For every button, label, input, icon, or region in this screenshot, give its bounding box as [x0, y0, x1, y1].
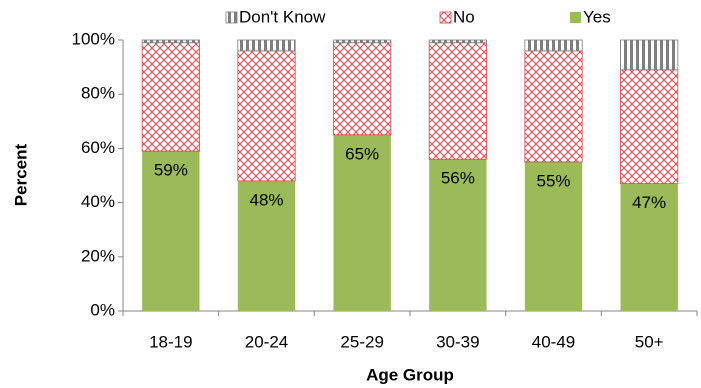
bar-segment: [524, 161, 583, 311]
bar-segment: [141, 39, 200, 44]
value-label: 55%: [536, 171, 570, 190]
bar-segment: [333, 134, 391, 311]
y-tick-label: 20%: [81, 246, 115, 265]
x-tick-label: 40-49: [532, 332, 575, 351]
y-tick-label: 0%: [90, 300, 115, 319]
bar-segment: [620, 183, 678, 311]
value-label: 59%: [154, 161, 188, 180]
bar-segment: [237, 50, 296, 182]
value-label: 47%: [632, 193, 666, 212]
y-tick-label: 40%: [81, 192, 115, 211]
x-axis-label: Age Group: [366, 365, 454, 384]
x-tick-label: 20-24: [245, 332, 288, 351]
bar-segment: [141, 42, 200, 152]
value-label: 48%: [249, 190, 283, 209]
legend-swatch: [225, 11, 238, 24]
bar-segment: [237, 180, 296, 311]
bar-segment: [524, 50, 583, 163]
x-tick-label: 18-19: [149, 332, 192, 351]
y-tick-label: 80%: [81, 84, 115, 103]
x-tick-label: 30-39: [436, 332, 479, 351]
value-label: 56%: [441, 169, 475, 188]
y-tick-label: 100%: [72, 29, 115, 48]
bar-segment: [428, 42, 487, 160]
legend-label: Yes: [583, 7, 611, 26]
bar-segment: [428, 39, 487, 44]
bar-segment: [333, 42, 392, 136]
y-tick-label: 60%: [81, 138, 115, 157]
bar-segment: [620, 39, 679, 71]
bar-segment: [237, 39, 296, 52]
bar-segment: [620, 69, 679, 185]
legend-swatch: [570, 12, 581, 23]
value-label: 65%: [345, 144, 379, 163]
legend-swatch: [439, 11, 452, 24]
legend-label: No: [453, 7, 475, 26]
bar-segment: [333, 39, 392, 44]
bar-segment: [524, 39, 583, 52]
legend-label: Don't Know: [239, 7, 326, 26]
bar-segment: [429, 159, 487, 311]
bar-segment: [142, 151, 200, 311]
x-tick-label: 50+: [635, 332, 664, 351]
y-axis-label: Percent: [11, 143, 30, 206]
x-tick-label: 25-29: [340, 332, 383, 351]
